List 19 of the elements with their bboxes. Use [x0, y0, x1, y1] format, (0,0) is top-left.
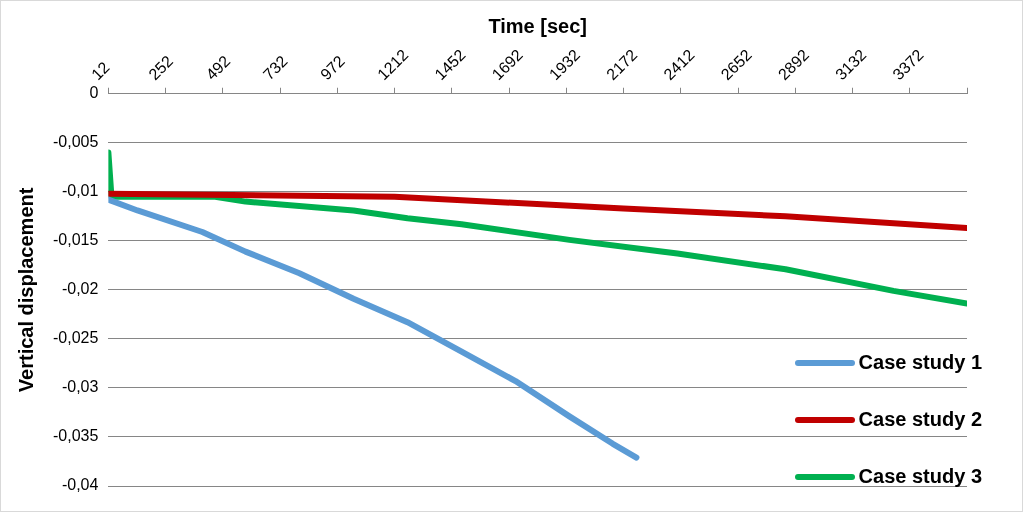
x-tick-label: 972: [316, 52, 348, 84]
y-tick-label: -0,015: [52, 231, 99, 249]
x-tick-label: 492: [202, 52, 234, 84]
x-tick-label: 252: [145, 52, 177, 84]
legend-label: Case study 3: [858, 465, 982, 488]
y-tick-label: 0: [89, 84, 99, 102]
y-tick-label: -0,035: [52, 427, 99, 445]
x-tick-label: 732: [259, 52, 291, 84]
y-tick-label: -0,005: [52, 133, 99, 151]
y-axis-title: Vertical displacement: [14, 187, 37, 393]
legend-label: Case study 2: [858, 408, 982, 431]
legend-label: Case study 1: [858, 351, 982, 374]
y-tick-label: -0,02: [61, 280, 99, 298]
y-tick-label: -0,01: [61, 182, 99, 200]
x-axis-title: Time [sec]: [488, 14, 587, 37]
y-tick-label: -0,03: [61, 378, 99, 396]
y-tick-label: -0,025: [52, 329, 99, 347]
x-tick-label: 12: [88, 58, 113, 84]
y-tick-label: -0,04: [61, 476, 99, 494]
